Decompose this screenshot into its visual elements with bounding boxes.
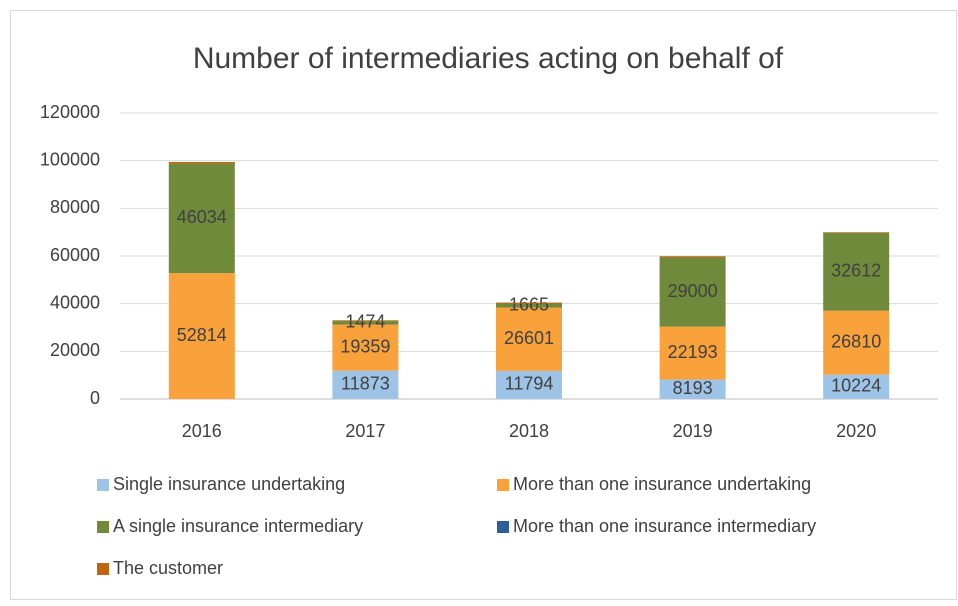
data-label: 22193 [668, 342, 718, 362]
data-label: 29000 [668, 281, 718, 301]
chart-title: Number of intermediaries acting on behal… [193, 42, 784, 75]
chart-frame [10, 10, 957, 600]
data-label: 19359 [340, 336, 390, 356]
bar-segment [496, 303, 562, 308]
legend-swatch [497, 479, 509, 491]
x-tick-label: 2019 [673, 421, 713, 441]
legend-label: More than one insurance intermediary [513, 516, 816, 536]
legend-label: More than one insurance undertaking [513, 474, 811, 494]
legend-label: Single insurance undertaking [113, 474, 345, 494]
bar-segment [168, 161, 235, 164]
bar-segment [823, 310, 890, 375]
bar-segment [496, 307, 562, 371]
legend-label: The customer [113, 558, 223, 578]
bar-segment [823, 374, 890, 399]
legend-swatch [97, 479, 109, 491]
x-tick-label: 2016 [182, 421, 222, 441]
x-tick-label: 2020 [836, 421, 876, 441]
bar-segment [332, 321, 399, 325]
y-tick-label: 120000 [40, 102, 100, 122]
y-tick-label: 0 [90, 388, 100, 408]
data-label: 1665 [509, 294, 549, 314]
bar-segment [496, 370, 562, 399]
bar-segment [823, 233, 890, 311]
bar-segment [659, 257, 726, 327]
bar-segment [332, 370, 399, 399]
bar-segment [168, 273, 235, 399]
data-label: 1474 [345, 312, 385, 332]
data-label: 11794 [505, 374, 554, 394]
data-label: 32612 [831, 261, 881, 281]
bar-segment [659, 379, 726, 399]
y-tick-label: 100000 [40, 149, 100, 169]
y-tick-label: 40000 [50, 292, 100, 312]
legend-swatch [97, 521, 109, 533]
legend-label: A single insurance intermediary [113, 516, 363, 536]
x-tick-label: 2017 [345, 421, 385, 441]
data-label: 46034 [177, 207, 227, 227]
data-label: 11873 [341, 374, 390, 394]
bar-segment [168, 163, 235, 274]
data-label: 10224 [831, 376, 881, 396]
bar-segment [332, 320, 399, 322]
bar-segment [823, 232, 890, 234]
data-label: 26601 [504, 328, 554, 348]
y-tick-label: 80000 [50, 197, 100, 217]
data-label: 8193 [673, 378, 713, 398]
bar-segment [659, 326, 726, 380]
legend-swatch [497, 521, 509, 533]
y-tick-label: 20000 [50, 340, 100, 360]
legend-swatch [97, 563, 109, 575]
bar-segment [496, 302, 562, 304]
data-label: 26810 [831, 331, 881, 351]
bar-segment [332, 324, 399, 371]
y-tick-label: 60000 [50, 245, 100, 265]
bar-segment [659, 256, 726, 258]
data-label: 52814 [177, 325, 227, 345]
x-tick-label: 2018 [509, 421, 549, 441]
